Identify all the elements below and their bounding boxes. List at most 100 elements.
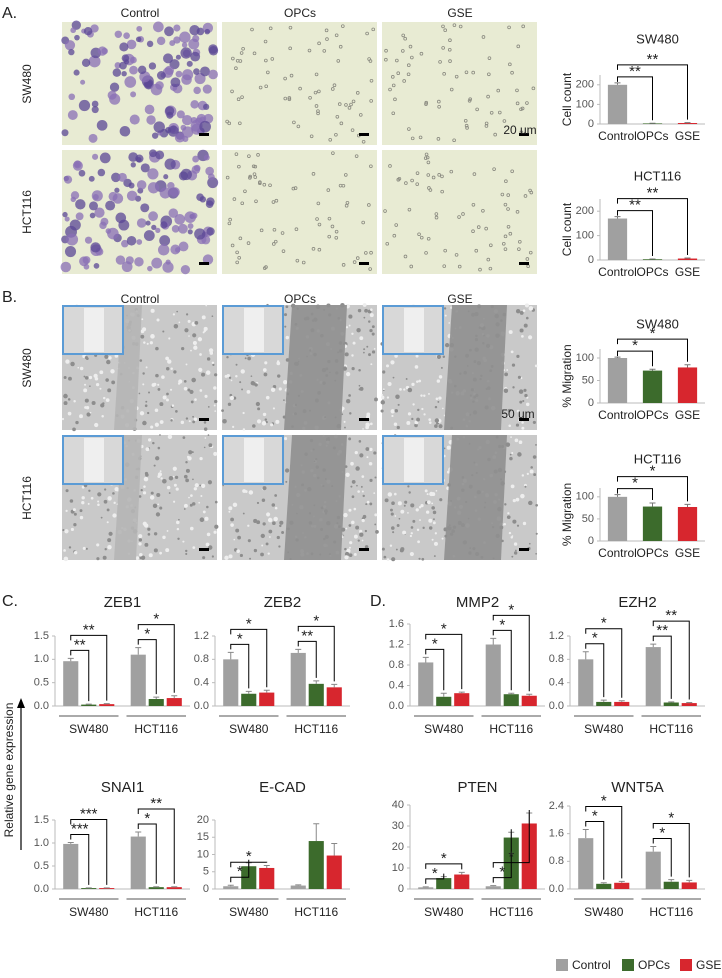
texture bbox=[145, 366, 148, 369]
texture bbox=[390, 360, 395, 365]
pore bbox=[256, 153, 260, 157]
pore bbox=[317, 222, 322, 227]
x-tick-label: GSE bbox=[675, 129, 700, 143]
texture bbox=[348, 324, 351, 327]
texture bbox=[391, 526, 395, 530]
texture bbox=[79, 509, 83, 513]
texture bbox=[65, 359, 70, 364]
texture bbox=[221, 409, 224, 412]
pore bbox=[521, 24, 525, 29]
texture bbox=[211, 315, 214, 318]
texture bbox=[521, 335, 524, 338]
cell bbox=[168, 208, 179, 218]
texture bbox=[382, 388, 385, 391]
texture bbox=[159, 434, 161, 436]
cell bbox=[100, 217, 109, 226]
bar bbox=[485, 644, 501, 706]
texture bbox=[358, 440, 362, 443]
pore bbox=[314, 104, 319, 108]
pore bbox=[518, 239, 522, 244]
pore bbox=[437, 104, 441, 109]
texture bbox=[518, 440, 523, 445]
texture bbox=[392, 376, 395, 379]
pore bbox=[510, 169, 514, 174]
pore bbox=[508, 62, 512, 67]
y-tick-label: 0 bbox=[588, 397, 594, 409]
significance-label: ** bbox=[150, 795, 162, 812]
pore bbox=[472, 172, 477, 176]
texture bbox=[175, 487, 179, 491]
pore bbox=[489, 110, 494, 115]
cell bbox=[191, 165, 201, 174]
cell bbox=[151, 224, 157, 230]
texture bbox=[157, 503, 160, 506]
bar bbox=[614, 882, 630, 889]
texture bbox=[416, 528, 420, 532]
texture bbox=[263, 372, 268, 377]
texture bbox=[104, 354, 109, 359]
pore bbox=[517, 247, 521, 251]
texture bbox=[264, 418, 268, 421]
texture bbox=[162, 478, 167, 484]
texture bbox=[112, 513, 117, 518]
texture bbox=[396, 524, 400, 527]
pore bbox=[263, 39, 268, 44]
texture bbox=[272, 521, 276, 526]
cell bbox=[159, 187, 171, 199]
cell bbox=[91, 106, 99, 114]
texture bbox=[373, 348, 376, 350]
bar bbox=[645, 851, 661, 889]
pore bbox=[506, 224, 511, 229]
pore bbox=[266, 70, 270, 75]
texture bbox=[201, 315, 206, 320]
texture bbox=[159, 506, 163, 510]
pore bbox=[314, 72, 319, 77]
texture bbox=[213, 530, 217, 534]
y-tick-label: 2.4 bbox=[549, 800, 564, 812]
chart-title: ZEB1 bbox=[104, 594, 142, 611]
texture bbox=[517, 452, 522, 457]
texture bbox=[535, 443, 537, 446]
y-tick-label: 1.2 bbox=[389, 638, 404, 650]
cell bbox=[190, 100, 199, 109]
cell bbox=[64, 246, 77, 258]
texture bbox=[374, 397, 378, 402]
texture bbox=[214, 399, 218, 404]
pore bbox=[431, 175, 436, 180]
pore bbox=[452, 23, 457, 27]
pore bbox=[237, 164, 241, 169]
texture bbox=[433, 541, 438, 546]
texture bbox=[535, 503, 538, 507]
cell bbox=[73, 69, 80, 76]
cell bbox=[125, 256, 134, 265]
texture bbox=[416, 380, 419, 383]
texture bbox=[84, 356, 88, 360]
pore bbox=[230, 243, 235, 248]
x-tick-label: Control bbox=[598, 546, 637, 560]
texture bbox=[173, 323, 179, 329]
bar bbox=[607, 84, 628, 124]
texture bbox=[222, 484, 225, 487]
x-tick-label: OPCs bbox=[636, 265, 668, 279]
texture bbox=[285, 335, 290, 340]
cell bbox=[123, 32, 130, 40]
error-bar bbox=[614, 216, 621, 219]
texture bbox=[190, 494, 193, 497]
texture bbox=[167, 359, 172, 364]
pore bbox=[419, 51, 424, 56]
texture bbox=[520, 493, 525, 499]
pore bbox=[434, 215, 439, 220]
pore bbox=[448, 59, 452, 63]
cell bbox=[193, 68, 200, 75]
chart-title: MMP2 bbox=[456, 594, 499, 611]
texture bbox=[184, 328, 189, 333]
significance-label: * bbox=[592, 807, 598, 824]
texture bbox=[193, 487, 197, 491]
texture bbox=[511, 555, 514, 558]
texture bbox=[507, 414, 511, 418]
texture bbox=[250, 375, 253, 377]
pore bbox=[406, 63, 411, 68]
legend-swatch bbox=[622, 959, 634, 971]
significance-label: ** bbox=[647, 185, 659, 202]
texture bbox=[285, 480, 288, 483]
